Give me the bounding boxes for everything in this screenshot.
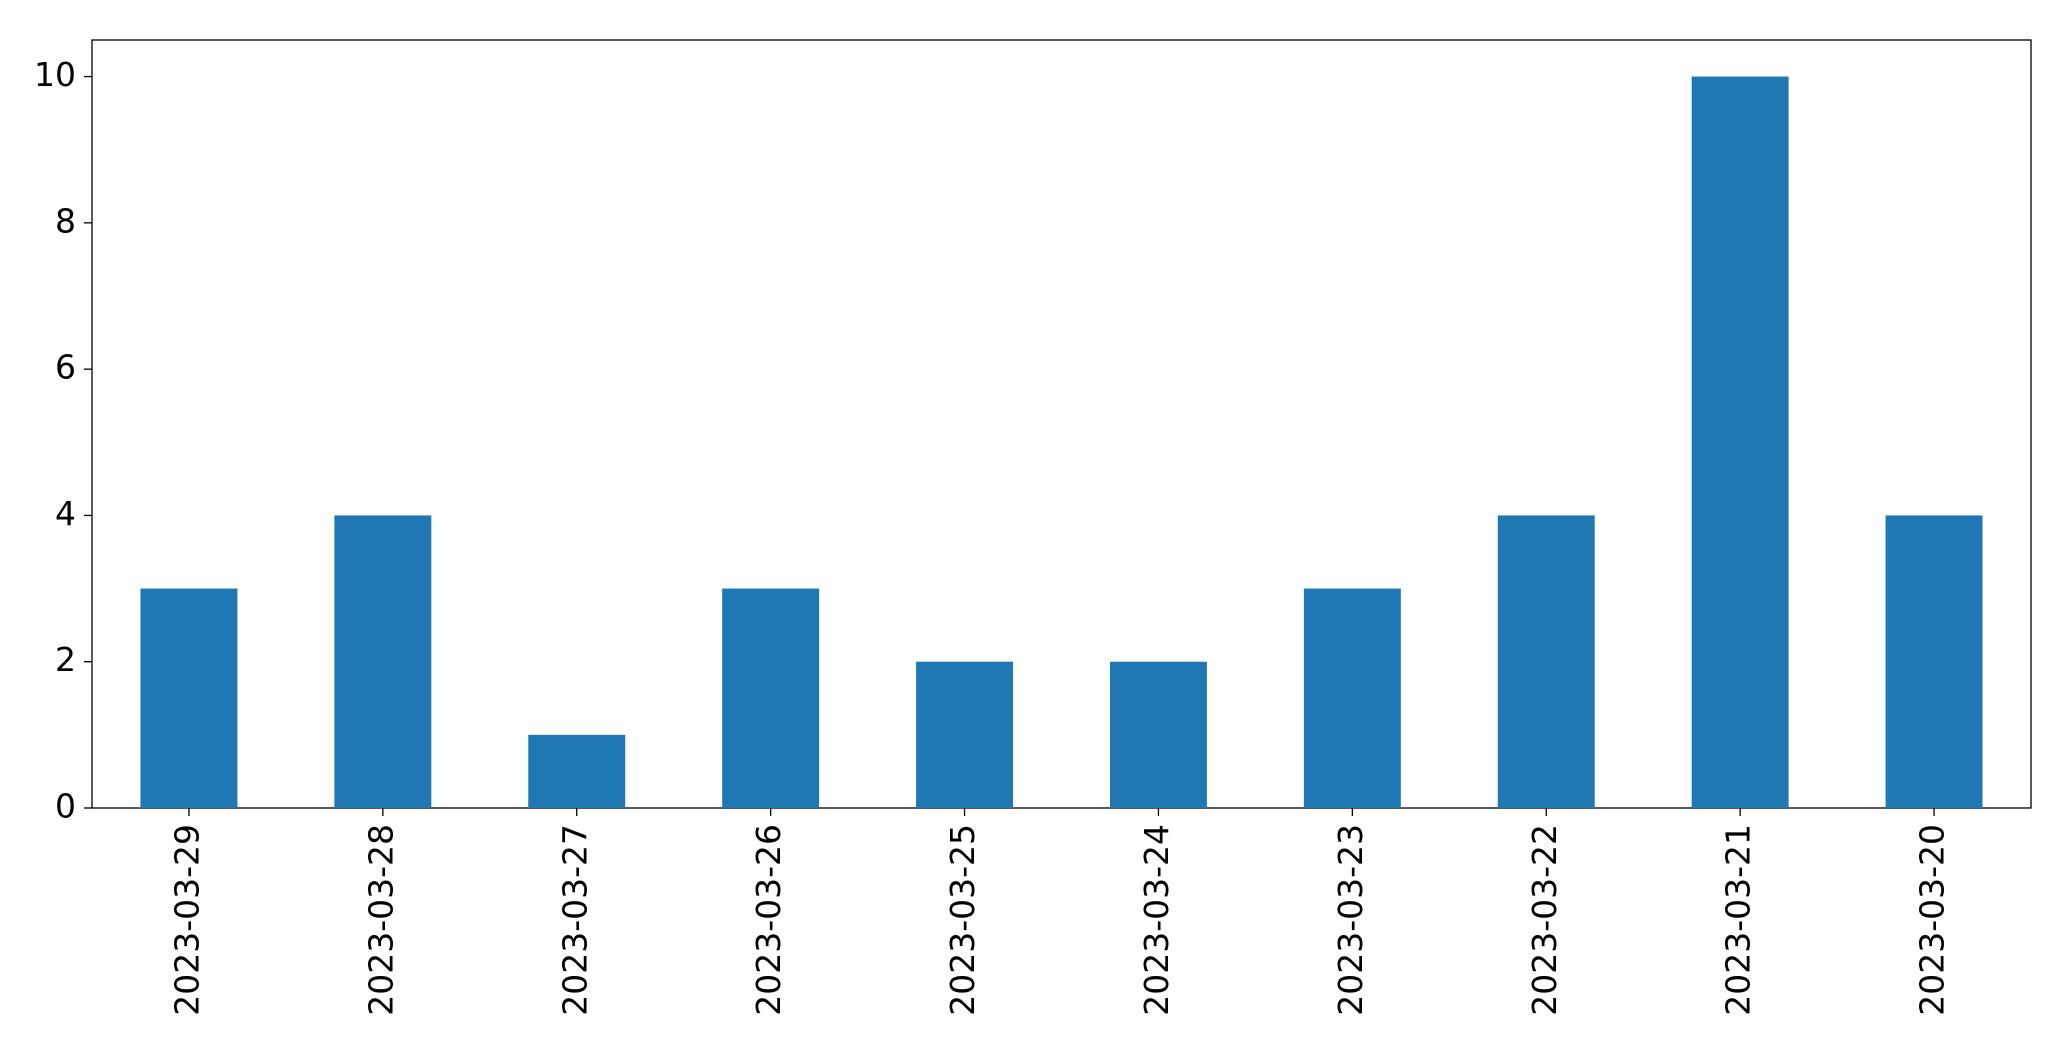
x-tick-label: 2023-03-29 [167, 824, 206, 1016]
bar [334, 515, 432, 808]
x-tick-label: 2023-03-21 [1719, 824, 1758, 1016]
y-tick-label: 4 [55, 494, 76, 533]
bar [722, 588, 820, 808]
x-tick-label: 2023-03-28 [361, 824, 400, 1016]
bar [916, 661, 1014, 808]
bar [1691, 76, 1789, 809]
plot-frame [91, 39, 2032, 809]
x-tick-label: 2023-03-24 [1137, 824, 1176, 1016]
y-tick-label: 2 [55, 640, 76, 679]
y-tick-label: 0 [55, 787, 76, 826]
x-tick-label: 2023-03-20 [1913, 824, 1952, 1016]
x-tick-label: 2023-03-25 [943, 824, 982, 1016]
bar [1885, 515, 1983, 808]
y-tick-label: 8 [55, 201, 76, 240]
bar [1109, 661, 1207, 808]
x-tick-label: 2023-03-23 [1331, 824, 1370, 1016]
bar [140, 588, 238, 808]
x-tick-label: 2023-03-27 [555, 824, 594, 1016]
y-tick-label: 6 [55, 348, 76, 387]
bar [528, 734, 626, 808]
bar [1497, 515, 1595, 808]
bar [1303, 588, 1401, 808]
y-tick-label: 10 [34, 55, 76, 94]
x-tick-label: 2023-03-22 [1525, 824, 1564, 1016]
x-tick-label: 2023-03-26 [749, 824, 788, 1016]
